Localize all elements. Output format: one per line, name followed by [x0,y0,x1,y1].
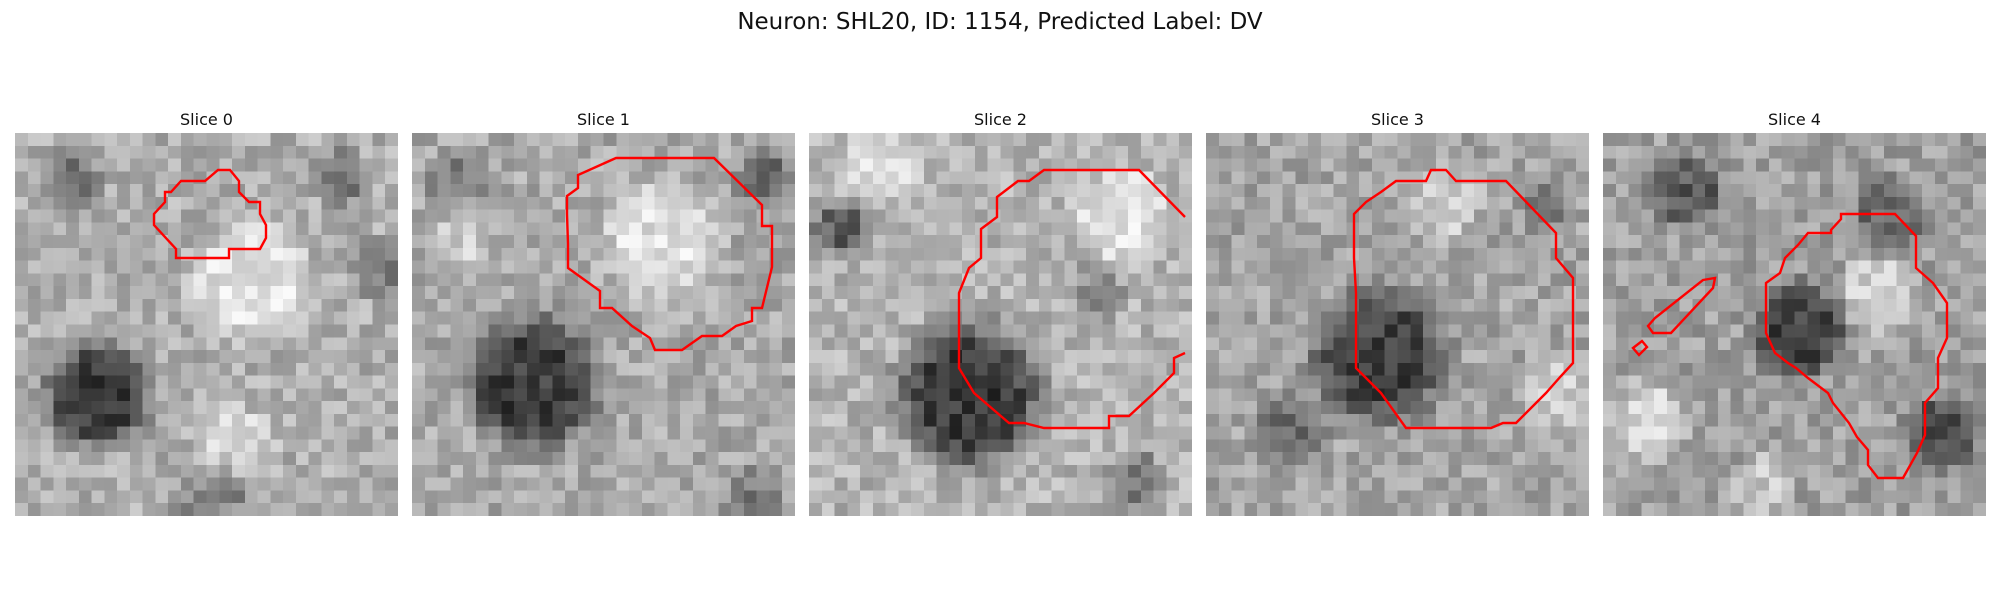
slice-2-image [809,133,1192,516]
slice-0-canvas [15,133,398,516]
slice-1-image [412,133,795,516]
slice-2-canvas [809,133,1192,516]
slice-4-title: Slice 4 [1603,110,1986,130]
slice-1-canvas [412,133,795,516]
slice-4-canvas [1603,133,1986,516]
figure-title: Neuron: SHL20, ID: 1154, Predicted Label… [0,6,2000,38]
slice-1-title: Slice 1 [412,110,795,130]
slice-2-title: Slice 2 [809,110,1192,130]
slice-0-title: Slice 0 [15,110,398,130]
slice-4-image [1603,133,1986,516]
slice-3-image [1206,133,1589,516]
slice-0-image [15,133,398,516]
slice-3-canvas [1206,133,1589,516]
slice-3-title: Slice 3 [1206,110,1589,130]
